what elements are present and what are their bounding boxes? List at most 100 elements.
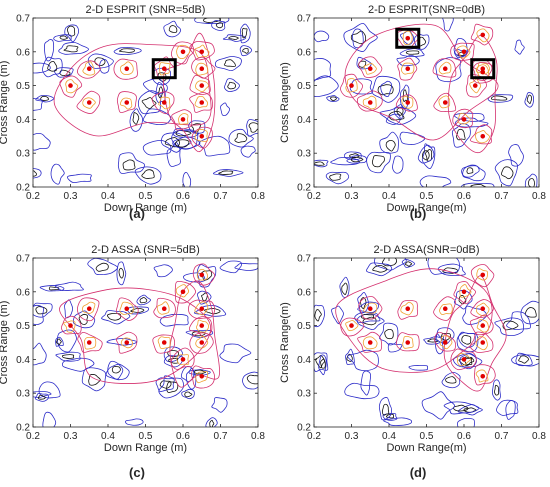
data-point [199, 323, 205, 328]
target-contour-inner [65, 79, 79, 94]
target-contour [170, 347, 195, 370]
contour-background [33, 18, 258, 187]
noise-contour-inner [175, 139, 190, 148]
noise-contour [196, 264, 217, 288]
x-tick-label: 0.8 [532, 431, 546, 442]
data-point [367, 66, 373, 71]
target-contour-inner [196, 268, 208, 281]
data-point [199, 272, 205, 278]
noise-contour [50, 163, 65, 185]
noise-contour [326, 95, 340, 102]
target-contour [450, 42, 475, 61]
noise-contour-inner [193, 369, 207, 375]
noise-contour [331, 305, 344, 325]
noise-contour [219, 260, 242, 274]
x-tick-label: 0.7 [495, 191, 509, 202]
target-contour-inner [362, 336, 378, 350]
target-contour-inner [82, 61, 96, 76]
target-contour-inner [156, 301, 170, 315]
chart-panel-1: 0.2 0.3 0.4 0.5 0.6 0.7 0.8 0.2 0.3 0.4 0.5 0.6 0.7 2… [0, 4, 265, 221]
target-contour [77, 297, 100, 322]
target-contour-inner [400, 301, 414, 316]
target-contour [76, 90, 101, 114]
noise-contour [356, 313, 385, 330]
target-contour-inner [120, 97, 133, 110]
data-point [180, 289, 186, 295]
x-tick-label: 0.4 [382, 191, 396, 202]
target-contour-inner [195, 335, 209, 349]
target-contour [189, 92, 213, 113]
noise-contour-inner [385, 413, 395, 419]
noise-contour [345, 348, 355, 366]
noise-contour [197, 290, 212, 305]
panel-label: (b) [410, 206, 427, 221]
noise-contour [514, 39, 525, 55]
noise-contour-inner [405, 50, 420, 55]
noise-contour [460, 182, 495, 187]
data-point [480, 323, 486, 328]
x-tick-label: 0.5 [139, 431, 153, 442]
y-tick-label: 0.3 [297, 149, 311, 160]
noise-contour [34, 392, 50, 402]
y-tick-label: 0.6 [16, 47, 30, 58]
noise-contour-inner [35, 306, 48, 315]
noise-contour-inner [63, 45, 79, 53]
y-tick-label: 0.6 [16, 287, 30, 298]
noise-contour [399, 29, 415, 45]
noise-contour [524, 92, 535, 108]
noise-contour [228, 128, 254, 148]
data-point [461, 357, 467, 362]
target-contour-inner [456, 45, 471, 59]
noise-contour [220, 102, 231, 116]
data-point [442, 100, 448, 105]
data-point [86, 340, 92, 345]
noise-contour-inner [329, 96, 337, 102]
y-tick-label: 0.7 [297, 254, 311, 265]
noise-contour [360, 370, 372, 396]
data-point [68, 323, 73, 328]
target-contour-inner [475, 62, 490, 75]
noise-contour-inner [234, 133, 248, 143]
target-contour-inner [475, 130, 490, 144]
noise-contour-inner [204, 307, 221, 315]
noise-contour [346, 155, 368, 164]
target-contour-inner [469, 78, 482, 94]
chart-panel-2: 0.2 0.3 0.4 0.5 0.6 0.7 0.8 0.2 0.3 0.4 0.5 0.6 0.7 2… [279, 4, 546, 221]
noise-contour-inner [442, 267, 459, 274]
noise-contour [33, 391, 52, 399]
noise-contour [81, 367, 107, 392]
noise-contour-inner [329, 173, 342, 181]
target-contour [450, 348, 477, 371]
noise-contour-inner [118, 267, 124, 279]
chart-title: 2-D ESPRIT(SNR=0dB) [368, 4, 485, 16]
target-contour-inner [401, 62, 415, 75]
target-contour-inner [194, 44, 210, 58]
noise-contour-inner [385, 139, 396, 152]
target-contour [358, 56, 383, 78]
target-contour-inner [83, 336, 97, 350]
noise-contour-inner [320, 358, 326, 369]
noise-contour-inner [132, 111, 140, 125]
data-point [180, 49, 186, 55]
noise-contour [166, 142, 181, 167]
target-contour-inner [63, 320, 76, 333]
target-contour-inner [194, 129, 208, 142]
target-contour-inner [402, 335, 414, 349]
noise-contour-inner [40, 95, 49, 101]
noise-contour [378, 397, 393, 421]
noise-contour [414, 33, 430, 50]
noise-contour [356, 56, 372, 70]
target-contour [174, 280, 197, 304]
target-contour-inner [158, 96, 171, 110]
noise-contour-inner [246, 374, 258, 385]
x-tick-label: 0.4 [382, 431, 396, 442]
data-point [442, 66, 448, 71]
noise-contour-inner [490, 95, 508, 101]
x-tick-label: 0.4 [101, 191, 115, 202]
noise-contour [314, 352, 329, 373]
noise-contour-inner [341, 282, 348, 295]
data-point [199, 340, 205, 345]
target-contour-inner [176, 354, 190, 366]
noise-contour [61, 357, 95, 372]
target-contour-inner [476, 268, 488, 281]
